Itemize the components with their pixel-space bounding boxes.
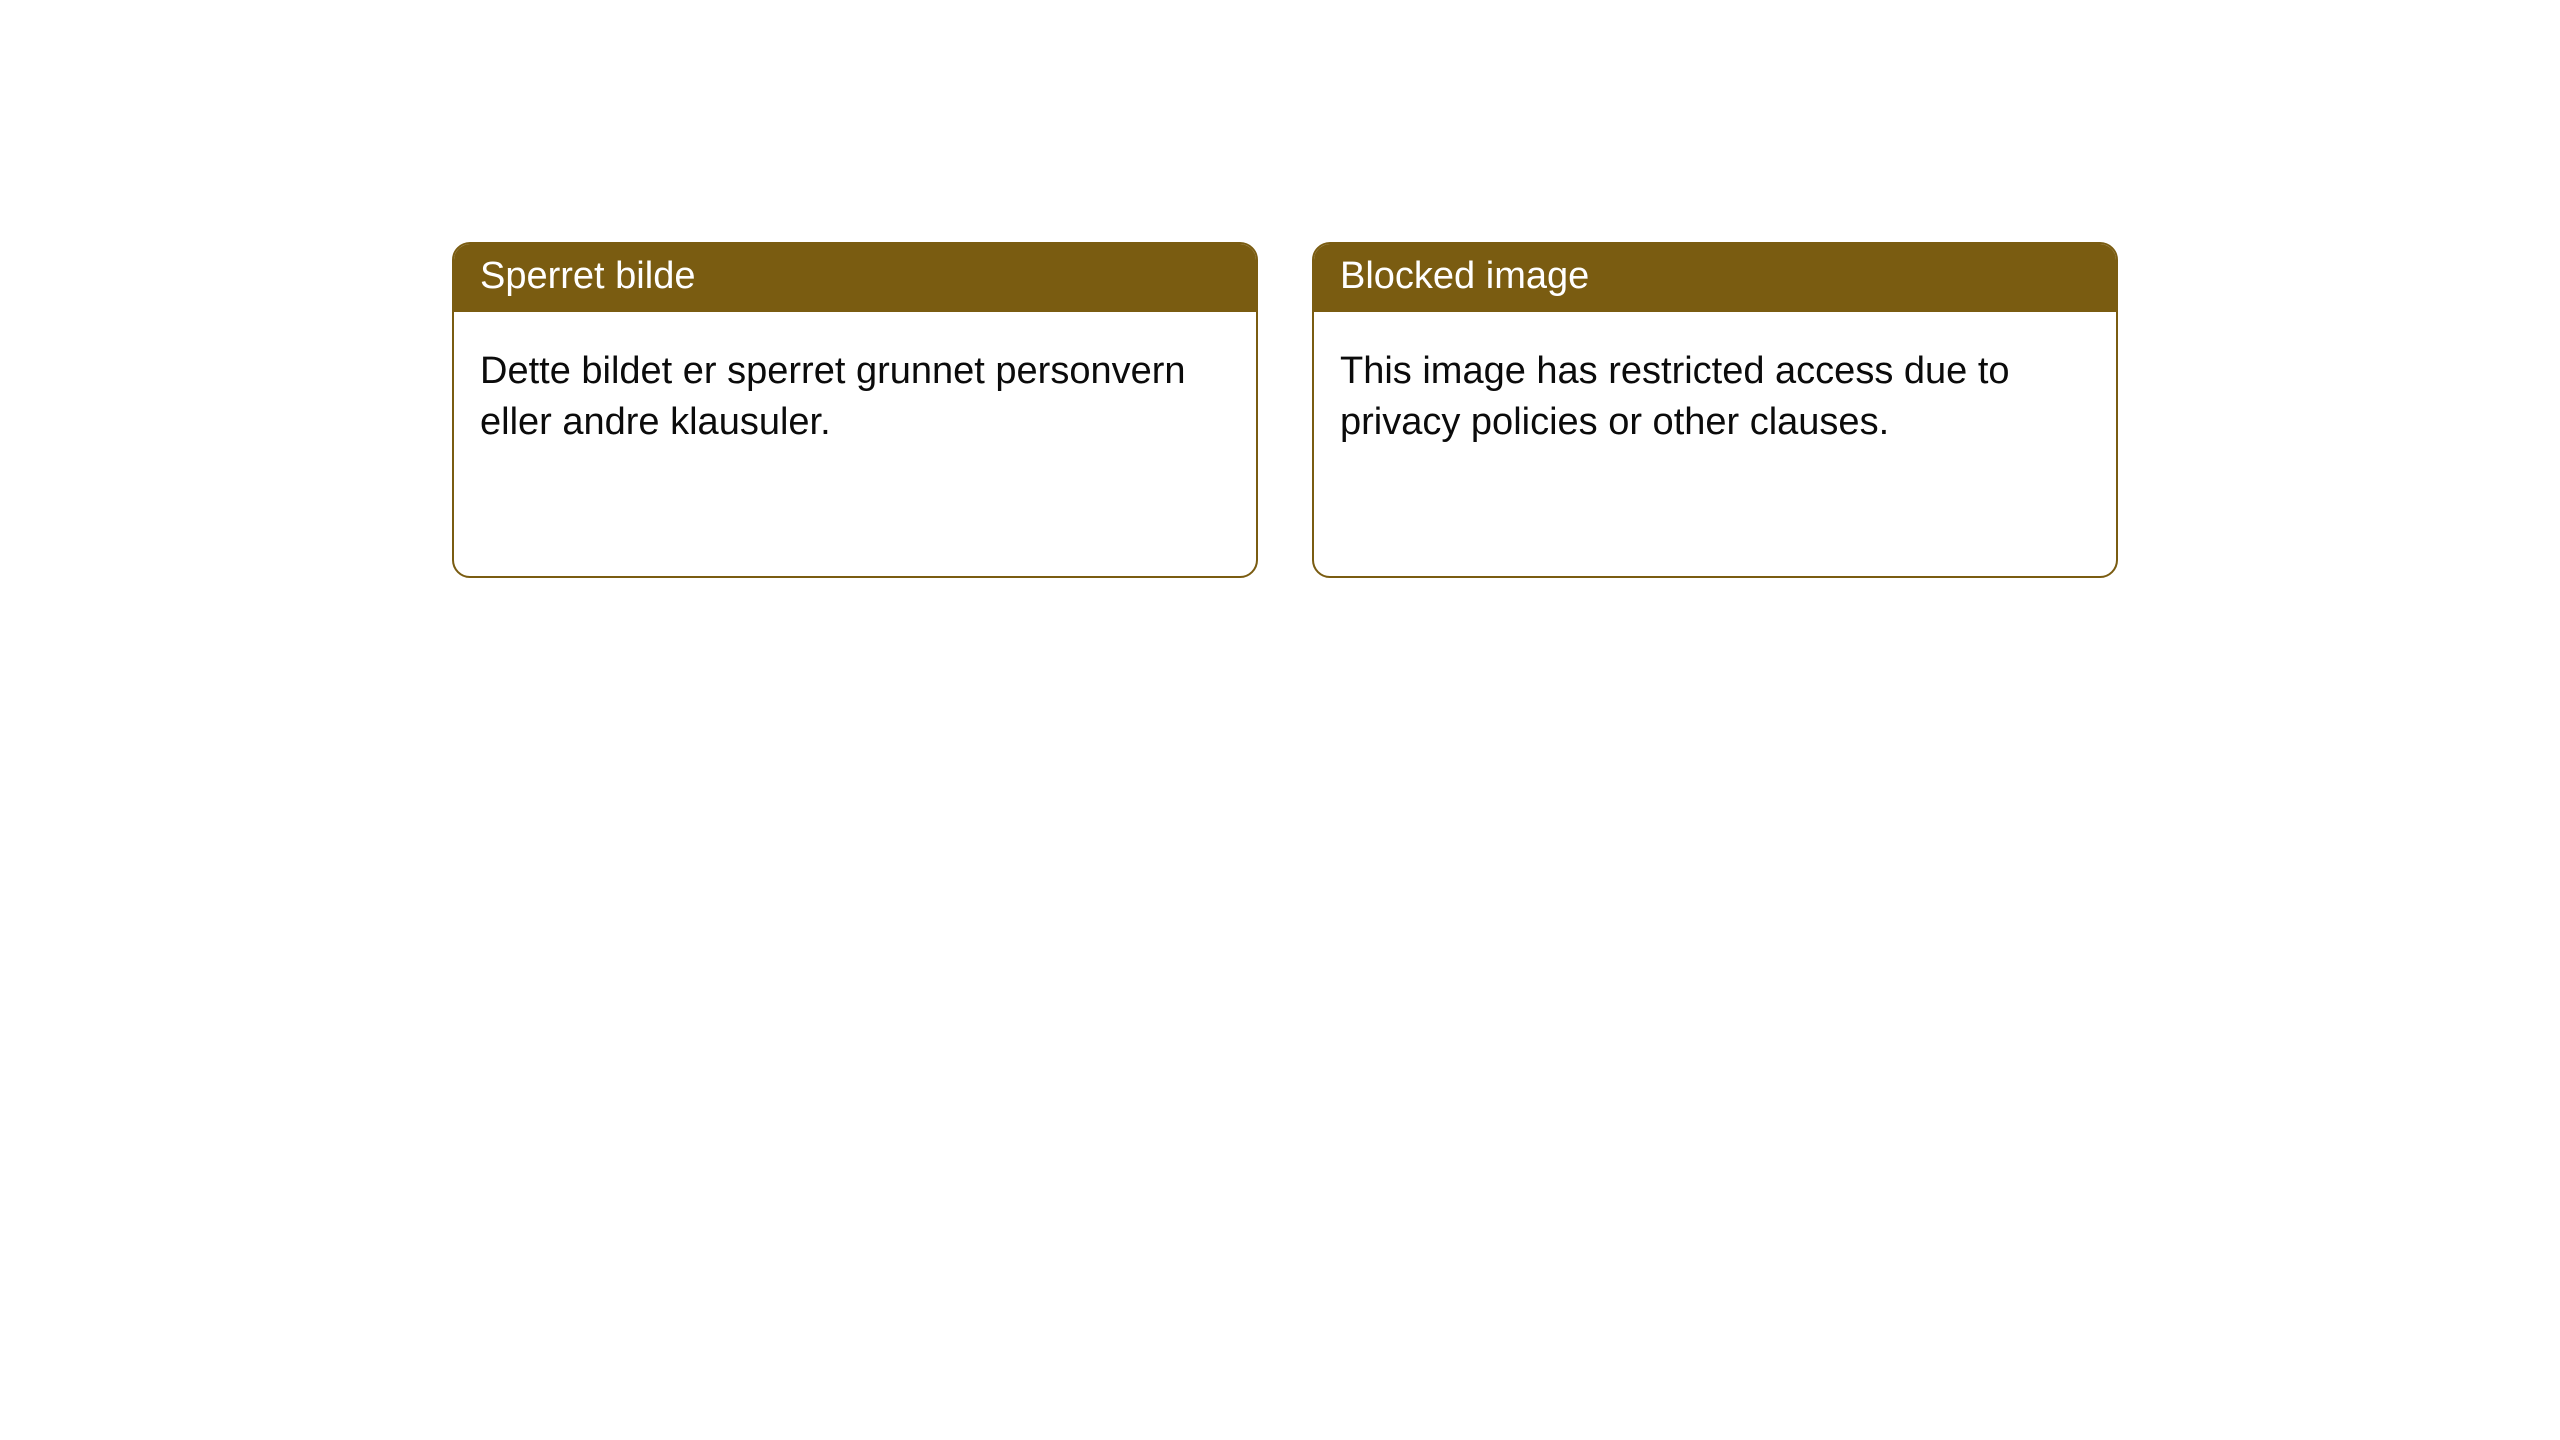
card-header: Sperret bilde — [454, 244, 1256, 312]
blocked-image-card-en: Blocked image This image has restricted … — [1312, 242, 2118, 578]
card-header: Blocked image — [1314, 244, 2116, 312]
card-body: This image has restricted access due to … — [1314, 312, 2116, 483]
cards-container: Sperret bilde Dette bildet er sperret gr… — [0, 0, 2560, 578]
card-body: Dette bildet er sperret grunnet personve… — [454, 312, 1256, 483]
blocked-image-card-no: Sperret bilde Dette bildet er sperret gr… — [452, 242, 1258, 578]
